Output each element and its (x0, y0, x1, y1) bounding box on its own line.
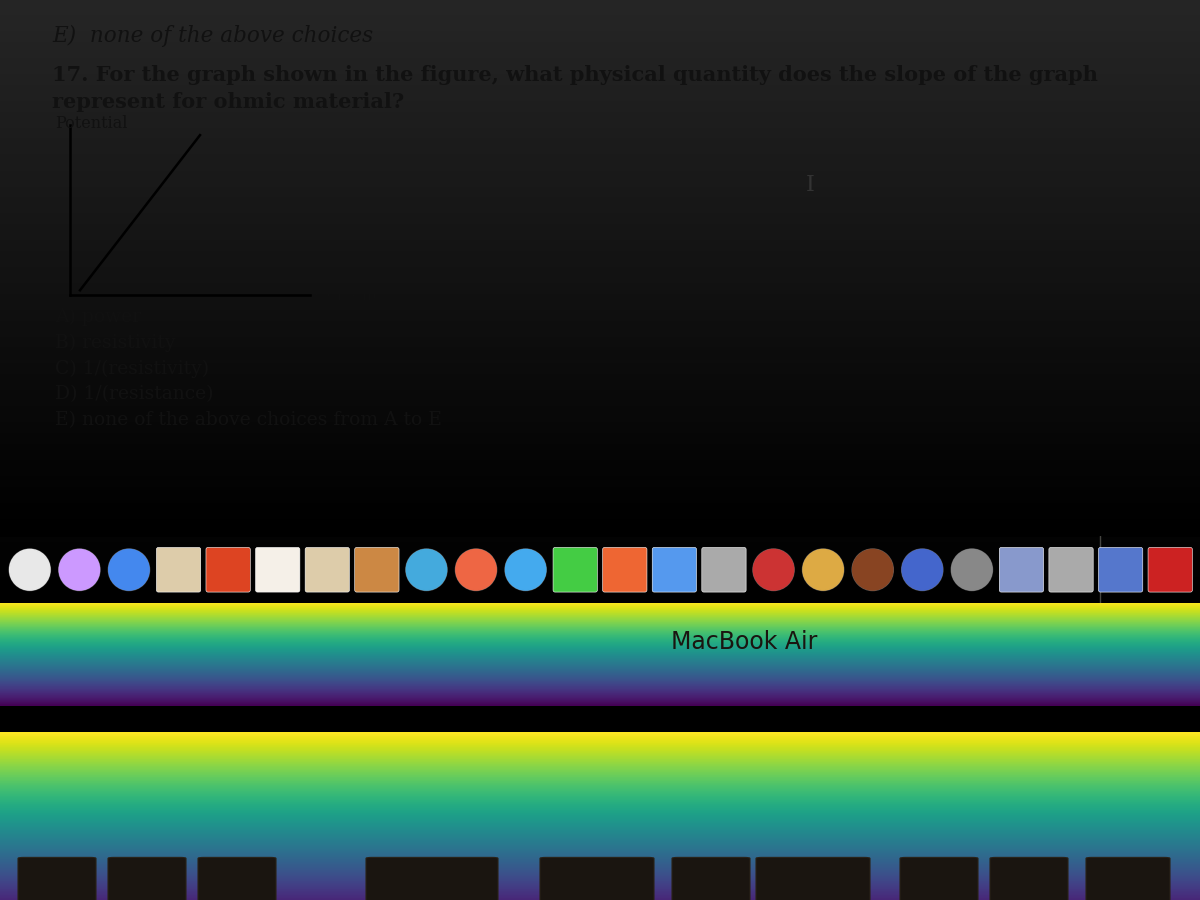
FancyBboxPatch shape (256, 547, 300, 592)
FancyBboxPatch shape (990, 858, 1068, 900)
Text: B) resistivity: B) resistivity (55, 333, 175, 352)
FancyBboxPatch shape (108, 858, 186, 900)
FancyBboxPatch shape (1148, 547, 1193, 592)
Circle shape (803, 549, 844, 590)
Circle shape (505, 549, 546, 590)
Circle shape (852, 549, 893, 590)
FancyBboxPatch shape (702, 547, 746, 592)
FancyBboxPatch shape (653, 547, 696, 592)
FancyBboxPatch shape (553, 547, 598, 592)
FancyBboxPatch shape (1000, 547, 1044, 592)
Circle shape (752, 549, 794, 590)
Circle shape (456, 549, 497, 590)
Text: Current: Current (314, 287, 378, 304)
Circle shape (10, 549, 50, 590)
Text: E) none of the above choices from A to E: E) none of the above choices from A to E (55, 411, 442, 429)
FancyBboxPatch shape (756, 858, 870, 900)
Circle shape (406, 549, 448, 590)
Circle shape (505, 549, 546, 590)
Circle shape (59, 549, 100, 590)
Text: Potential: Potential (55, 115, 127, 132)
FancyBboxPatch shape (672, 858, 750, 900)
FancyBboxPatch shape (602, 547, 647, 592)
FancyBboxPatch shape (1049, 547, 1093, 592)
FancyBboxPatch shape (305, 547, 349, 592)
Circle shape (59, 549, 100, 590)
FancyBboxPatch shape (900, 858, 978, 900)
Circle shape (10, 549, 50, 590)
Circle shape (952, 549, 992, 590)
Text: D) 1/(resistance): D) 1/(resistance) (55, 385, 214, 403)
FancyBboxPatch shape (206, 547, 251, 592)
Text: 17. For the graph shown in the figure, what physical quantity does the slope of : 17. For the graph shown in the figure, w… (52, 65, 1098, 86)
Circle shape (902, 549, 942, 590)
FancyBboxPatch shape (156, 547, 200, 592)
Text: C) 1/(resistivity): C) 1/(resistivity) (55, 359, 209, 378)
Circle shape (109, 549, 149, 590)
Text: A) power: A) power (55, 307, 142, 326)
Circle shape (803, 549, 844, 590)
Circle shape (852, 549, 893, 590)
FancyBboxPatch shape (540, 858, 654, 900)
Circle shape (754, 549, 793, 590)
Text: represent for ohmic material?: represent for ohmic material? (52, 92, 404, 112)
Text: E)  none of the above choices: E) none of the above choices (52, 25, 373, 47)
FancyBboxPatch shape (198, 858, 276, 900)
Circle shape (901, 549, 943, 590)
Text: I: I (805, 175, 815, 196)
FancyBboxPatch shape (355, 547, 400, 592)
Circle shape (108, 549, 150, 590)
Circle shape (456, 549, 497, 590)
FancyBboxPatch shape (1098, 547, 1142, 592)
FancyBboxPatch shape (366, 858, 498, 900)
Text: MacBook Air: MacBook Air (671, 630, 817, 654)
Circle shape (952, 549, 992, 590)
FancyBboxPatch shape (1086, 858, 1170, 900)
Circle shape (407, 549, 446, 590)
FancyBboxPatch shape (18, 858, 96, 900)
